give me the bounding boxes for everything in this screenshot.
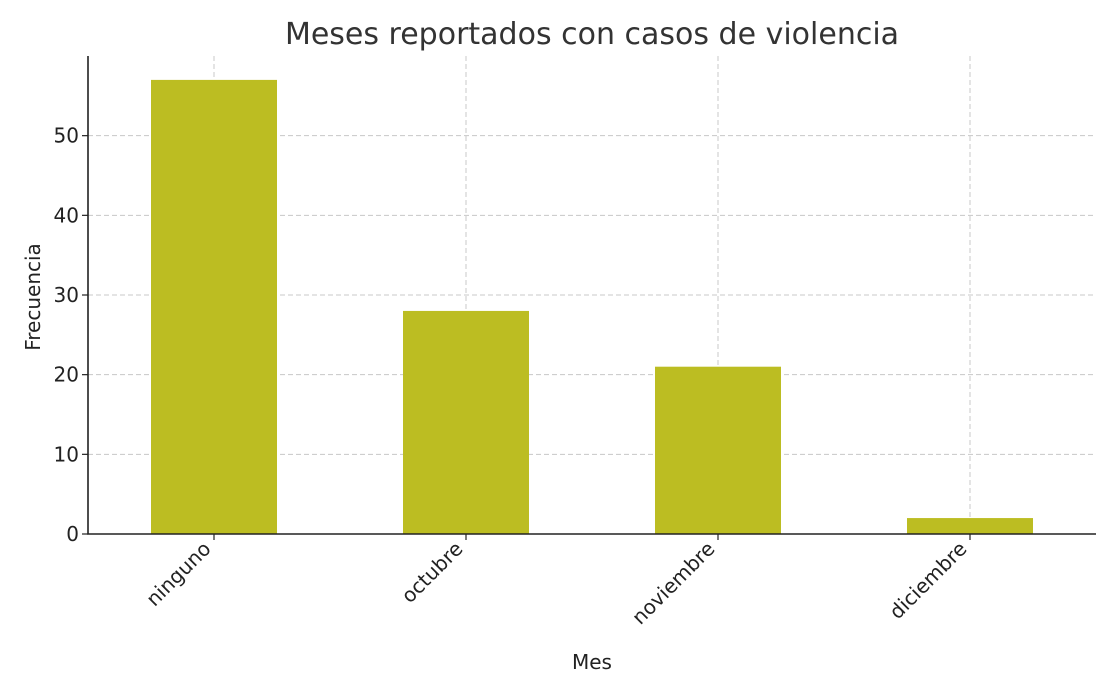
y-tick-label: 50 [54, 124, 79, 148]
y-axis-label: Frecuencia [21, 243, 45, 351]
y-tick-label: 40 [54, 203, 79, 227]
y-tick-label: 0 [66, 522, 79, 546]
x-tick-label: diciembre [884, 537, 971, 624]
y-tick-label: 10 [54, 442, 79, 466]
y-tick-label: 20 [54, 363, 79, 387]
x-axis-label: Mes [572, 650, 612, 674]
y-axis: 0 10 20 30 40 50 [54, 124, 88, 546]
x-tick-label: ninguno [141, 537, 215, 611]
axis-spines [87, 56, 1096, 535]
bar-octubre [403, 310, 529, 534]
bars [151, 79, 1033, 535]
y-tick-label: 30 [54, 283, 79, 307]
bar-ninguno [151, 79, 277, 535]
x-axis: ninguno octubre noviembre diciembre [141, 534, 972, 630]
x-tick-label: noviembre [627, 537, 720, 630]
bar-noviembre [655, 366, 781, 534]
x-tick-label: octubre [396, 537, 467, 608]
chart-title: Meses reportados con casos de violencia [285, 17, 899, 52]
bar-diciembre [907, 518, 1033, 534]
